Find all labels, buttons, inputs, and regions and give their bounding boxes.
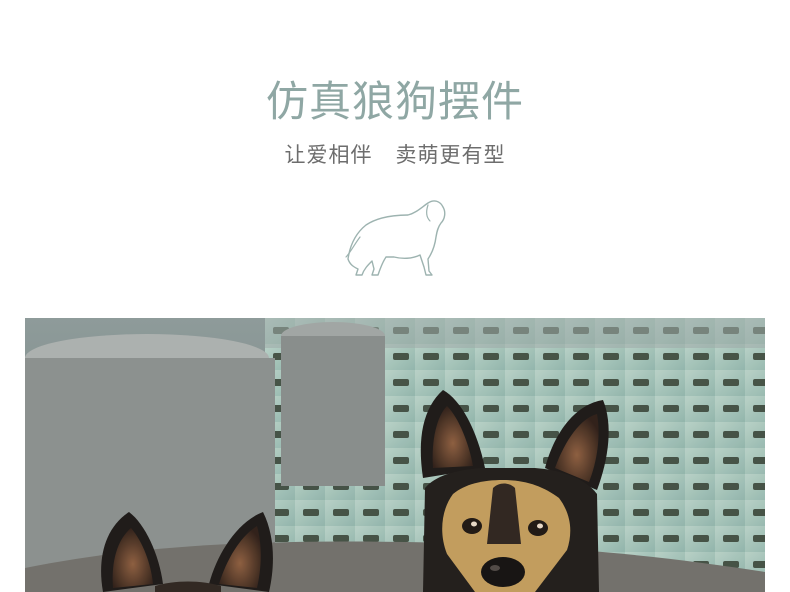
dog-outline-icon [342, 197, 448, 281]
product-photo [25, 318, 765, 592]
page-subtitle: 让爱相伴 卖萌更有型 [284, 143, 506, 167]
page-title: 仿真狼狗摆件 [265, 77, 524, 126]
german-shepherd-small [101, 512, 273, 592]
german-shepherd-large [420, 390, 609, 592]
